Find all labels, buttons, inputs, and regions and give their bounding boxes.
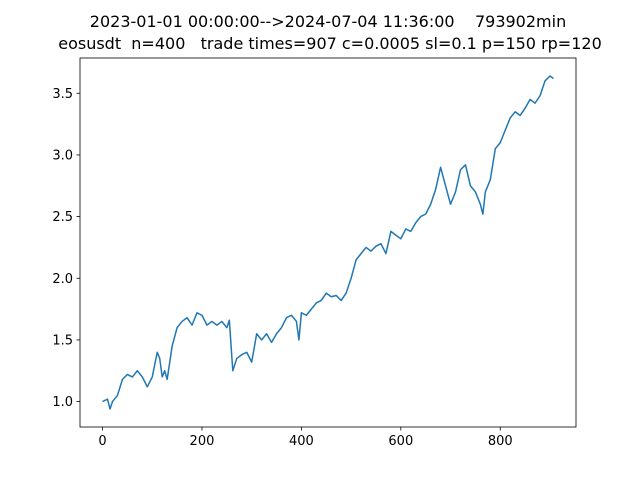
x-tick-label: 800 — [488, 434, 513, 449]
chart-subtitle: eosusdt n=400 trade times=907 c=0.0005 s… — [58, 34, 602, 53]
chart-title: 2023-01-01 00:00:00-->2024-07-04 11:36:0… — [90, 12, 566, 31]
x-tick-label: 200 — [190, 434, 215, 449]
y-tick-label: 2.5 — [52, 210, 73, 225]
y-tick-label: 3.5 — [52, 87, 73, 102]
y-tick-label: 2.0 — [52, 272, 73, 287]
y-tick-label: 1.0 — [52, 395, 73, 410]
x-tick-label: 400 — [289, 434, 314, 449]
data-line — [102, 75, 554, 410]
y-tick-label: 1.5 — [52, 333, 73, 348]
y-tick-label: 3.0 — [52, 148, 73, 163]
x-tick-label: 600 — [388, 434, 413, 449]
axes-frame — [79, 57, 577, 428]
x-tick-label: 0 — [98, 434, 106, 449]
